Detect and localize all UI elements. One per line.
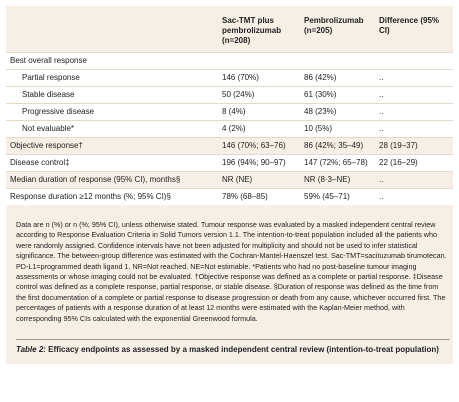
cell: 86 (42%): [300, 69, 375, 87]
table-row: Response duration ≥12 months (%; 95% CI)…: [6, 188, 453, 205]
cell: 86 (42%; 35–49): [300, 137, 375, 155]
column-header: Pembrolizumab (n=205): [304, 16, 364, 35]
cell: 8 (4%): [218, 103, 300, 121]
cell: ..: [375, 188, 453, 205]
table-row: Not evaluable* 4 (2%) 10 (5%)..: [6, 120, 453, 138]
cell: ..: [375, 69, 453, 87]
table: Sac-TMT plus pembrolizumab (n=208) Pembr…: [6, 6, 453, 205]
table-row: Median duration of response (95% CI), mo…: [6, 171, 453, 189]
table-row: Partial response 146 (70%) 86 (42%)..: [6, 69, 453, 87]
cell: 48 (23%): [300, 103, 375, 121]
header-row: Sac-TMT plus pembrolizumab (n=208) Pembr…: [6, 6, 453, 53]
row-label: Median duration of response (95% CI), mo…: [6, 171, 218, 189]
footnote: Data are n (%) or n (%; 95% CI), unless …: [16, 220, 447, 323]
cell: 146 (70%): [218, 69, 300, 87]
column-header: Sac-TMT plus pembrolizumab (n=208): [222, 16, 282, 45]
cell: ..: [375, 86, 453, 104]
cell: 61 (30%): [300, 86, 375, 104]
group-label: Best overall response: [6, 52, 453, 70]
cell: 146 (70%; 63–76): [218, 137, 300, 155]
cell: ..: [375, 103, 453, 121]
row-label: Response duration ≥12 months (%; 95% CI)…: [6, 188, 218, 205]
caption: Table 2: Efficacy endpoints as assessed …: [16, 339, 450, 356]
table-row: Progressive disease 8 (4%) 48 (23%)..: [6, 103, 453, 121]
cell: 59% (45–71): [300, 188, 375, 205]
row-label: Stable disease: [6, 86, 218, 104]
table-row: Stable disease 50 (24%) 61 (30%)..: [6, 86, 453, 104]
cell: 196 (94%; 90–97): [218, 154, 300, 172]
cell: NR (NE): [218, 171, 300, 189]
table-body: Best overall response Partial response 146…: [6, 52, 453, 205]
table-row: Objective response† 146 (70%; 63–76) 86 (4…: [6, 137, 453, 155]
cell: 28 (19–37): [375, 137, 453, 155]
row-label: Progressive disease: [6, 103, 218, 121]
cell: 22 (16–29): [375, 154, 453, 172]
column-header: Difference (95% CI): [379, 16, 440, 35]
row-label: Not evaluable*: [6, 120, 218, 138]
cell: 50 (24%): [218, 86, 300, 104]
cell: NR (8·3–NE): [300, 171, 375, 189]
cell: 147 (72%; 65–78): [300, 154, 375, 172]
cell: ..: [375, 171, 453, 189]
table-panel: Sac-TMT plus pembrolizumab (n=208) Pembr…: [6, 6, 453, 364]
row-label: Objective response†: [6, 137, 218, 155]
cell: 78% (68–85): [218, 188, 300, 205]
cell: 10 (5%): [300, 120, 375, 138]
cell: ..: [375, 120, 453, 138]
row-label: Disease control‡: [6, 154, 218, 172]
caption-text: Efficacy endpoints as assessed by a mask…: [48, 345, 439, 354]
cell: 4 (2%): [218, 120, 300, 138]
table-row: Disease control‡ 196 (94%; 90–97) 147 (72%…: [6, 154, 453, 172]
row-label: Partial response: [6, 69, 218, 87]
caption-label: Table 2:: [16, 345, 46, 354]
group-row: Best overall response: [6, 52, 453, 70]
